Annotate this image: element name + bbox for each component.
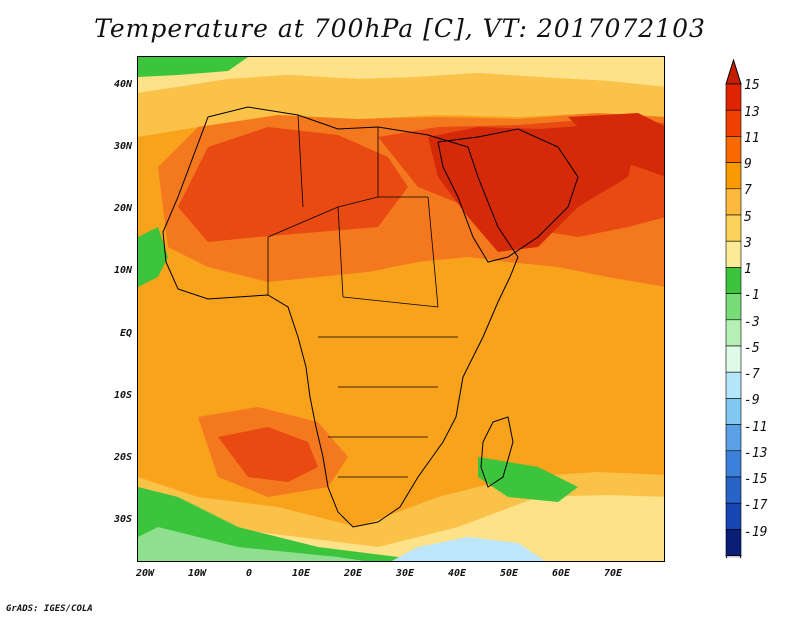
cbar-label-3: 3 bbox=[744, 236, 752, 251]
south-pale-blue-patch bbox=[391, 537, 545, 561]
north-cool-band bbox=[138, 57, 664, 93]
lon-label-70e: 70E bbox=[603, 568, 623, 579]
colorbar-swatch bbox=[725, 371, 742, 399]
north-green-patch bbox=[138, 57, 248, 77]
africa-coastline bbox=[162, 106, 519, 528]
colorbar-bottom-cap bbox=[725, 555, 742, 558]
colorbar-swatch bbox=[725, 502, 742, 530]
cbar-label-9: 9 bbox=[744, 157, 752, 172]
colorbar-top-cap bbox=[725, 58, 742, 85]
med-mild-band bbox=[138, 73, 664, 137]
lat-label-20n: 20N bbox=[113, 203, 132, 214]
cbar-label-15: 15 bbox=[744, 78, 760, 93]
south-atlantic-hot bbox=[218, 427, 318, 482]
cbar-label-7: 7 bbox=[744, 183, 752, 198]
lon-label-40e: 40E bbox=[447, 568, 467, 579]
temperature-map bbox=[138, 57, 664, 561]
cbar-label-neg7: -7 bbox=[744, 367, 760, 382]
colorbar-swatch bbox=[725, 83, 742, 111]
cbar-label-neg13: -13 bbox=[744, 446, 768, 461]
colorbar-swatch bbox=[725, 450, 742, 478]
lat-label-30s: 30S bbox=[113, 514, 132, 525]
colorbar-swatch bbox=[725, 214, 742, 242]
lon-label-20e: 20E bbox=[343, 568, 363, 579]
colorbar-swatch bbox=[725, 319, 742, 347]
colorbar-swatch bbox=[725, 240, 742, 268]
cbar-label-neg19: -19 bbox=[744, 525, 768, 540]
lon-label-30e: 30E bbox=[395, 568, 415, 579]
madagascar-outline bbox=[480, 416, 514, 488]
colorbar bbox=[725, 58, 742, 558]
cbar-label-neg3: -3 bbox=[744, 315, 760, 330]
south-light-green bbox=[138, 527, 365, 561]
lat-label-eq: EQ bbox=[119, 328, 132, 339]
lat-label-40n: 40N bbox=[113, 79, 132, 90]
colorbar-swatch bbox=[725, 293, 742, 321]
cbar-label-11: 11 bbox=[744, 131, 760, 146]
cbar-label-neg5: -5 bbox=[744, 341, 760, 356]
map-title: Temperature at 700hPa [C], VT: 201707210… bbox=[94, 14, 706, 43]
colorbar-swatch bbox=[725, 136, 742, 163]
grads-credit: GrADS: IGES/COLA bbox=[6, 604, 93, 614]
arabia-coastline bbox=[437, 128, 579, 263]
colorbar-swatch bbox=[725, 109, 742, 137]
cbar-label-neg9: -9 bbox=[744, 393, 760, 408]
cbar-label-neg15: -15 bbox=[744, 472, 768, 487]
colorbar-swatch bbox=[725, 188, 742, 216]
lon-label-50e: 50E bbox=[499, 568, 519, 579]
lon-label-10e: 10E bbox=[291, 568, 311, 579]
colorbar-swatch bbox=[725, 476, 742, 504]
colorbar-swatch bbox=[725, 398, 742, 425]
map-plot-area bbox=[137, 56, 665, 562]
cbar-label-neg11: -11 bbox=[744, 420, 768, 435]
lon-label-10w: 10W bbox=[187, 568, 207, 579]
country-borders bbox=[267, 114, 458, 478]
arabia-hottest-core bbox=[428, 125, 638, 252]
iran-hottest-core bbox=[568, 113, 664, 177]
lon-label-0: 0 bbox=[245, 568, 253, 579]
cbar-label-5: 5 bbox=[744, 210, 752, 225]
colorbar-swatch bbox=[725, 162, 742, 190]
colorbar-swatch bbox=[725, 267, 742, 294]
lat-label-30n: 30N bbox=[113, 141, 132, 152]
cbar-label-neg17: -17 bbox=[744, 498, 768, 513]
cbar-label-13: 13 bbox=[744, 105, 760, 120]
lat-label-10n: 10N bbox=[113, 265, 132, 276]
cbar-label-1: 1 bbox=[744, 262, 752, 277]
colorbar-swatch bbox=[725, 345, 742, 373]
colorbar-swatch bbox=[725, 424, 742, 452]
west-green-edge bbox=[138, 227, 168, 287]
madagascar-green-patch bbox=[478, 457, 578, 502]
sahara-hot-core bbox=[178, 127, 408, 242]
cbar-label-neg1: -1 bbox=[744, 288, 760, 303]
lat-label-20s: 20S bbox=[113, 452, 132, 463]
lat-label-10s: 10S bbox=[113, 390, 132, 401]
colorbar-swatch bbox=[725, 529, 742, 556]
lon-label-20w: 20W bbox=[135, 568, 155, 579]
lon-label-60e: 60E bbox=[551, 568, 571, 579]
